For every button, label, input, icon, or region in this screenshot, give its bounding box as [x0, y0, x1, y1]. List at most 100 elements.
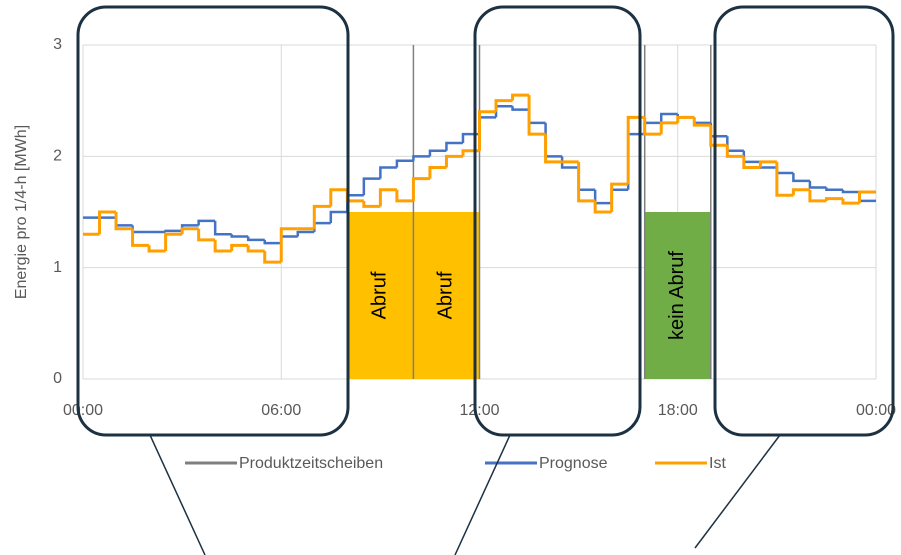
step-segment — [313, 221, 331, 233]
step-segment — [709, 122, 728, 138]
step-segment — [676, 115, 695, 123]
y-tick-label: 0 — [53, 370, 62, 387]
step-segment — [494, 99, 513, 112]
call-label: kein Abruf — [666, 251, 688, 340]
step-segment — [312, 204, 331, 229]
step-segment — [197, 219, 216, 226]
step-segment — [296, 230, 315, 237]
step-segment — [246, 245, 265, 253]
step-segment — [527, 109, 546, 125]
step-segment — [114, 212, 133, 231]
legend-label: Produktzeitscheiben — [239, 455, 383, 472]
step-segment — [626, 115, 645, 185]
step-segment — [709, 125, 728, 147]
callout-line — [454, 434, 511, 555]
step-segment — [544, 134, 563, 164]
step-segment — [791, 188, 810, 196]
step-segment — [147, 245, 166, 253]
step-segment — [378, 188, 397, 207]
x-tick-label: 18:00 — [658, 402, 698, 419]
step-segment — [808, 180, 827, 189]
step-segment — [659, 121, 678, 135]
step-segment — [808, 189, 827, 203]
step-segment — [213, 239, 232, 253]
step-segment — [131, 228, 150, 247]
step-segment — [857, 190, 876, 204]
step-segment — [478, 116, 497, 135]
step-segment — [577, 167, 596, 191]
step-segment — [511, 93, 530, 101]
highlight-box — [473, 5, 642, 437]
step-segment — [560, 156, 579, 169]
step-segment — [775, 167, 794, 175]
step-segment — [329, 210, 348, 224]
step-segment — [197, 228, 216, 242]
callout-line — [149, 434, 206, 555]
step-segment — [246, 236, 265, 242]
step-segment — [726, 136, 744, 153]
legend-label: Prognose — [539, 455, 608, 472]
step-segment — [428, 149, 447, 157]
step-segment — [461, 149, 480, 157]
step-segment — [114, 217, 133, 227]
step-segment — [362, 200, 381, 208]
callout-line — [694, 434, 781, 549]
legend-label: Ist — [709, 455, 726, 472]
step-segment — [213, 220, 232, 236]
step-segment — [494, 104, 513, 118]
x-tick-label: 06:00 — [261, 402, 301, 419]
step-segment — [544, 122, 563, 158]
step-segment — [610, 188, 629, 204]
step-segment — [98, 210, 117, 235]
step-segment — [659, 112, 678, 123]
step-segment — [824, 197, 843, 201]
step-segment — [263, 239, 282, 245]
call-bar — [413, 212, 480, 379]
step-segment — [725, 145, 744, 158]
call-label: Abruf — [435, 271, 457, 319]
step-segment — [395, 189, 414, 203]
y-tick-label: 1 — [53, 259, 62, 276]
step-segment — [263, 250, 282, 264]
step-segment — [610, 182, 629, 212]
step-segment — [478, 110, 497, 151]
step-segment — [841, 189, 860, 194]
step-segment — [593, 189, 612, 205]
step-segment — [230, 243, 249, 251]
step-segment — [346, 194, 364, 212]
step-segment — [362, 177, 381, 196]
highlight-box — [76, 5, 350, 437]
call-bar — [347, 212, 414, 379]
step-segment — [593, 200, 612, 214]
step-segment — [461, 132, 480, 143]
step-segment — [379, 166, 397, 179]
x-tick-label: 00:00 — [63, 402, 103, 419]
step-segment — [411, 177, 430, 201]
step-segment — [230, 234, 249, 238]
y-axis-label: Energie pro 1/4-h [MWh] — [13, 125, 30, 299]
step-segment — [577, 161, 596, 203]
step-segment — [445, 141, 463, 151]
step-segment — [693, 117, 711, 125]
step-segment — [511, 106, 530, 111]
step-segment — [692, 117, 711, 127]
y-tick-label: 3 — [53, 36, 62, 53]
step-segment — [180, 227, 199, 235]
step-segment — [825, 187, 843, 191]
step-segment — [164, 229, 183, 233]
step-segment — [164, 232, 183, 251]
step-segment — [742, 156, 761, 169]
step-segment — [626, 132, 645, 190]
step-segment — [758, 160, 777, 168]
step-segment — [643, 121, 662, 135]
highlight-box — [713, 5, 895, 437]
step-segment — [841, 198, 860, 205]
step-segment — [444, 154, 463, 168]
call-bar — [644, 212, 711, 379]
step-segment — [412, 155, 430, 161]
step-segment — [280, 235, 298, 244]
step-segment — [279, 227, 298, 263]
step-segment — [775, 161, 794, 197]
y-tick-label: 2 — [53, 148, 62, 165]
